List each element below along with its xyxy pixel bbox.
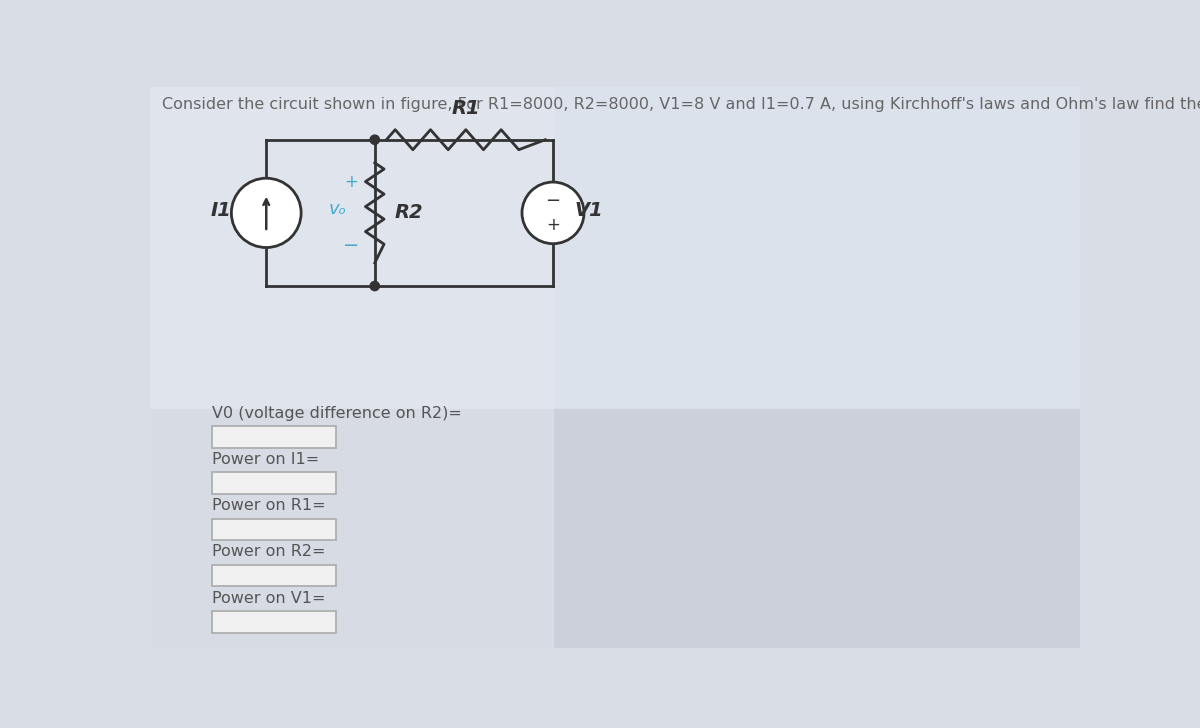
Text: R2: R2	[394, 203, 422, 222]
Bar	[212, 565, 336, 586]
Text: R1: R1	[451, 99, 480, 118]
Text: −: −	[343, 236, 360, 255]
Text: V0 (voltage difference on R2)=: V0 (voltage difference on R2)=	[212, 405, 462, 421]
Bar	[212, 611, 336, 633]
Bar	[212, 472, 336, 494]
Text: Power on R2=: Power on R2=	[212, 545, 325, 559]
Text: Power on R1=: Power on R1=	[212, 498, 325, 513]
Bar	[150, 87, 553, 648]
Circle shape	[370, 135, 379, 144]
Bar	[212, 426, 336, 448]
Text: +: +	[344, 173, 359, 191]
Bar	[150, 87, 1080, 409]
Text: Consider the circuit shown in figure, For R1=8000, R2=8000, V1=8 V and I1=0.7 A,: Consider the circuit shown in figure, Fo…	[162, 98, 1200, 112]
Text: Power on I1=: Power on I1=	[212, 452, 319, 467]
Text: vₒ: vₒ	[329, 200, 347, 218]
Text: −: −	[546, 191, 560, 210]
Circle shape	[232, 178, 301, 248]
Bar	[150, 409, 1080, 648]
Circle shape	[522, 182, 584, 244]
Bar	[212, 518, 336, 540]
Text: I1: I1	[211, 201, 232, 220]
Circle shape	[370, 282, 379, 290]
Text: V1: V1	[575, 201, 604, 220]
Text: Power on V1=: Power on V1=	[212, 590, 325, 606]
Text: +: +	[546, 216, 560, 234]
